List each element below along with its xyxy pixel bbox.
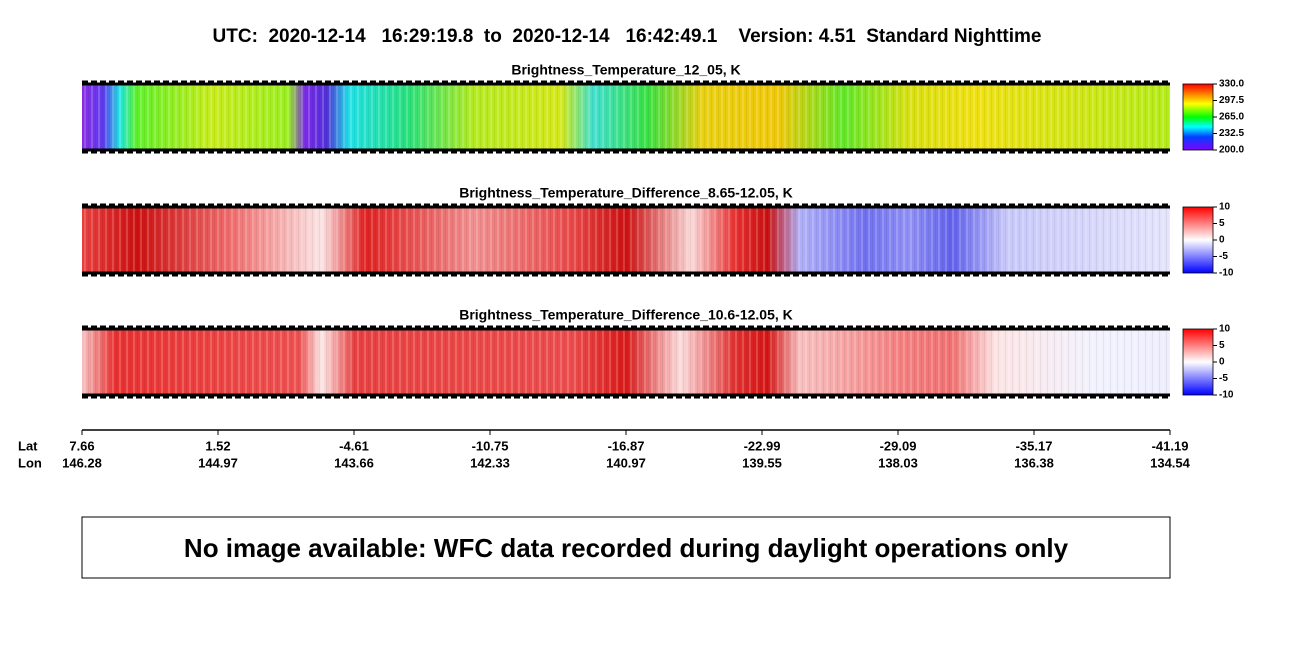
lat-tick-label: -10.75: [472, 438, 509, 453]
colorbar-tick-label: 200.0: [1219, 145, 1244, 156]
colorbar: [1182, 83, 1214, 151]
colorbar-tick-label: 297.5: [1219, 95, 1244, 106]
lon-label: Lon: [18, 455, 42, 470]
colorbar-tick-label: -10: [1219, 390, 1234, 401]
lon-tick-label: 142.33: [470, 455, 510, 470]
panel-title: Brightness_Temperature_Difference_10.6-1…: [459, 307, 793, 323]
colorbar-tick-label: 0: [1219, 357, 1225, 368]
panel-title: Brightness_Temperature_12_05, K: [511, 62, 740, 78]
lon-tick-label: 134.54: [1150, 455, 1191, 470]
lat-tick-label: 1.52: [205, 438, 230, 453]
lat-tick-label: -22.99: [744, 438, 781, 453]
lat-tick-label: -4.61: [339, 438, 369, 453]
lon-tick-label: 140.97: [606, 455, 646, 470]
lon-tick-label: 139.55: [742, 455, 782, 470]
colorbar: [1182, 206, 1214, 274]
lat-tick-label: -35.17: [1016, 438, 1053, 453]
lat-label: Lat: [18, 438, 38, 453]
lat-tick-label: -29.09: [880, 438, 917, 453]
strip-texture: [82, 207, 1170, 273]
colorbar-tick-label: 10: [1219, 202, 1231, 213]
colorbar: [1182, 328, 1214, 396]
lat-tick-label: -16.87: [608, 438, 645, 453]
colorbar-tick-label: -5: [1219, 251, 1228, 262]
colorbar-tick-label: -5: [1219, 373, 1228, 384]
page-title: UTC: 2020-12-14 16:29:19.8 to 2020-12-14…: [213, 26, 1042, 47]
panel-title: Brightness_Temperature_Difference_8.65-1…: [459, 185, 793, 201]
strip-texture: [82, 84, 1170, 150]
lon-tick-label: 138.03: [878, 455, 918, 470]
lat-tick-label: -41.19: [1152, 438, 1189, 453]
message: No image available: WFC data recorded du…: [184, 533, 1069, 563]
colorbar-tick-label: 265.0: [1219, 112, 1244, 123]
colorbar-tick-label: 5: [1219, 340, 1225, 351]
lon-tick-label: 136.38: [1014, 455, 1054, 470]
colorbar-tick-label: 232.5: [1219, 128, 1244, 139]
colorbar-tick-label: 5: [1219, 218, 1225, 229]
lat-tick-label: 7.66: [69, 438, 94, 453]
colorbar-tick-label: 0: [1219, 235, 1225, 246]
colorbar-tick-label: 330.0: [1219, 79, 1244, 90]
lon-tick-label: 143.66: [334, 455, 374, 470]
colorbar-tick-label: -10: [1219, 268, 1234, 279]
lon-tick-label: 144.97: [198, 455, 238, 470]
colorbar-tick-label: 10: [1219, 324, 1231, 335]
lon-tick-label: 146.28: [62, 455, 102, 470]
message-box: [81, 516, 1171, 579]
strip-texture: [82, 329, 1170, 395]
